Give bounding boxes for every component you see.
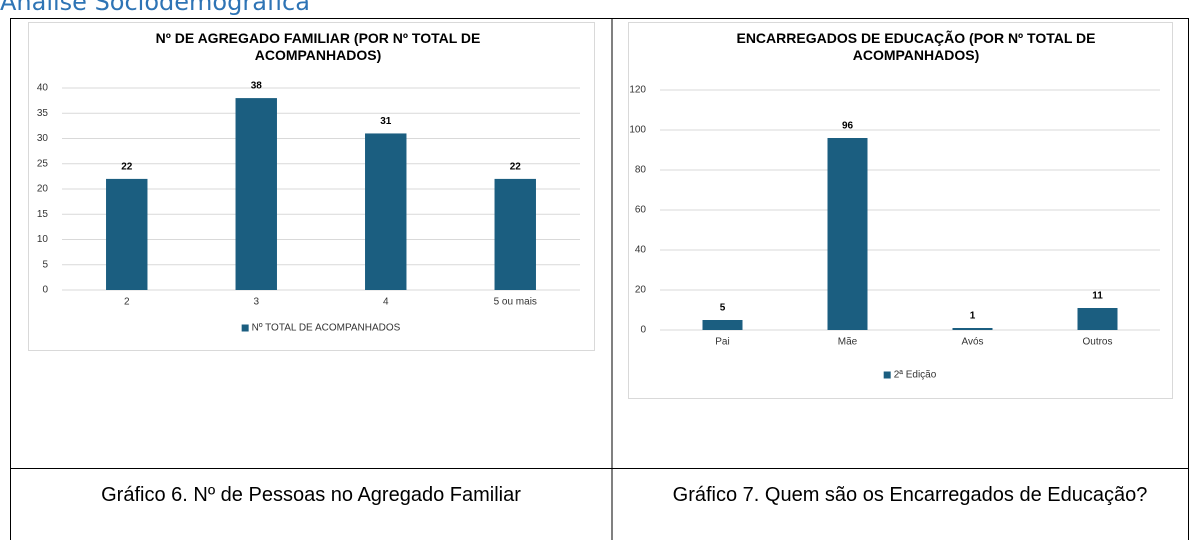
x-tick-label: 4 bbox=[383, 297, 389, 308]
y-tick-label: 10 bbox=[37, 234, 49, 245]
bar bbox=[365, 133, 407, 290]
y-tick-label: 30 bbox=[37, 133, 49, 144]
heading: Análise Sociodemográfica bbox=[0, 0, 310, 16]
data-label: 22 bbox=[510, 162, 522, 173]
legend-label: 2ª Edição bbox=[894, 370, 937, 381]
x-tick-label: Mãe bbox=[838, 337, 858, 348]
y-tick-label: 0 bbox=[42, 285, 48, 296]
chart-frame bbox=[28, 22, 595, 351]
y-tick-label: 15 bbox=[37, 209, 49, 220]
data-label: 5 bbox=[720, 303, 726, 314]
bar bbox=[106, 178, 148, 290]
bar bbox=[827, 138, 868, 330]
bar bbox=[494, 178, 536, 290]
y-tick-label: 25 bbox=[37, 158, 49, 169]
chart-title: ENCARREGADOS DE EDUCAÇÃO (POR Nº TOTAL D… bbox=[736, 30, 1096, 63]
table-border bbox=[10, 18, 1189, 540]
data-label: 96 bbox=[842, 121, 854, 132]
y-tick-label: 40 bbox=[635, 245, 647, 256]
bar bbox=[235, 98, 277, 290]
y-tick-label: 100 bbox=[629, 125, 646, 136]
y-tick-label: 60 bbox=[635, 205, 647, 216]
bar bbox=[702, 320, 743, 330]
y-tick-label: 120 bbox=[629, 85, 646, 96]
y-tick-label: 80 bbox=[635, 165, 647, 176]
x-tick-label: Pai bbox=[715, 337, 729, 348]
y-tick-label: 0 bbox=[640, 325, 646, 336]
legend-swatch bbox=[883, 371, 891, 379]
data-label: 1 bbox=[970, 311, 976, 322]
x-tick-label: Avós bbox=[961, 337, 983, 348]
data-label: 22 bbox=[121, 162, 133, 173]
chart-title: Nº DE AGREGADO FAMILIAR (POR Nº TOTAL DE… bbox=[155, 30, 481, 63]
x-tick-label: 2 bbox=[124, 297, 130, 308]
chart-frame bbox=[628, 22, 1173, 399]
x-tick-label: 3 bbox=[253, 297, 259, 308]
caption: Gráfico 6. Nº de Pessoas no Agregado Fam… bbox=[101, 484, 521, 506]
data-label: 31 bbox=[380, 116, 392, 127]
legend-swatch bbox=[241, 324, 249, 332]
y-tick-label: 40 bbox=[37, 83, 49, 94]
y-tick-label: 35 bbox=[37, 108, 49, 119]
data-label: 38 bbox=[251, 81, 263, 92]
y-tick-label: 20 bbox=[37, 184, 49, 195]
bar bbox=[952, 328, 993, 330]
x-tick-label: Outros bbox=[1082, 337, 1112, 348]
data-label: 11 bbox=[1092, 291, 1103, 302]
legend-label: Nº TOTAL DE ACOMPANHADOS bbox=[252, 323, 401, 334]
y-tick-label: 5 bbox=[42, 259, 48, 270]
x-tick-label: 5 ou mais bbox=[494, 297, 537, 308]
y-tick-label: 20 bbox=[635, 285, 647, 296]
bar bbox=[1077, 308, 1118, 330]
caption: Gráfico 7. Quem são os Encarregados de E… bbox=[672, 484, 1148, 506]
